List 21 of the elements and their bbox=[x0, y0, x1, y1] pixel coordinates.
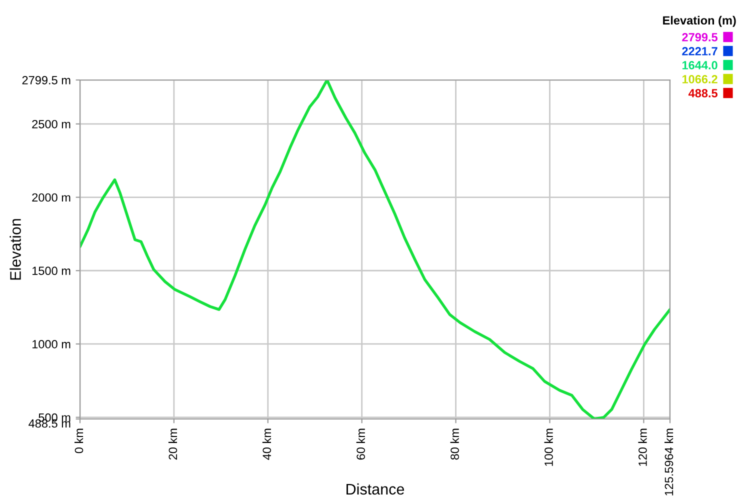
x-tick-label: 0 km bbox=[74, 428, 84, 454]
x-tick-label: 100 km bbox=[544, 428, 553, 466]
x-axis-title: Distance bbox=[346, 483, 404, 495]
color-bar-label: 488.5 bbox=[688, 89, 718, 98]
y-tick-label: 2000 m bbox=[32, 193, 70, 202]
x-tick-label: 80 km bbox=[450, 428, 459, 460]
x-tick-label: 40 km bbox=[262, 428, 272, 460]
y-tick-label: 2500 m bbox=[32, 120, 70, 128]
x-tick-label: 125.5964 km bbox=[664, 428, 674, 496]
color-bar-label: 2799.5 bbox=[682, 33, 718, 42]
color-bar-label: 1644.0 bbox=[682, 61, 718, 70]
x-tick-label: 120 km bbox=[638, 428, 647, 466]
color-bar-label: 2221.7 bbox=[682, 47, 718, 56]
y-tick-label: 1000 m bbox=[32, 340, 70, 348]
y-tick-label: 2799.5 m bbox=[22, 76, 70, 84]
y-tick-label: 1500 m bbox=[32, 266, 70, 276]
x-tick-label: 60 km bbox=[356, 428, 366, 460]
color-bar-title: Elevation (m) bbox=[663, 16, 736, 27]
y-axis-title: Elevation bbox=[10, 219, 21, 280]
color-bar-label: 1066.2 bbox=[682, 75, 718, 84]
x-tick-label: 20 km bbox=[168, 428, 178, 460]
